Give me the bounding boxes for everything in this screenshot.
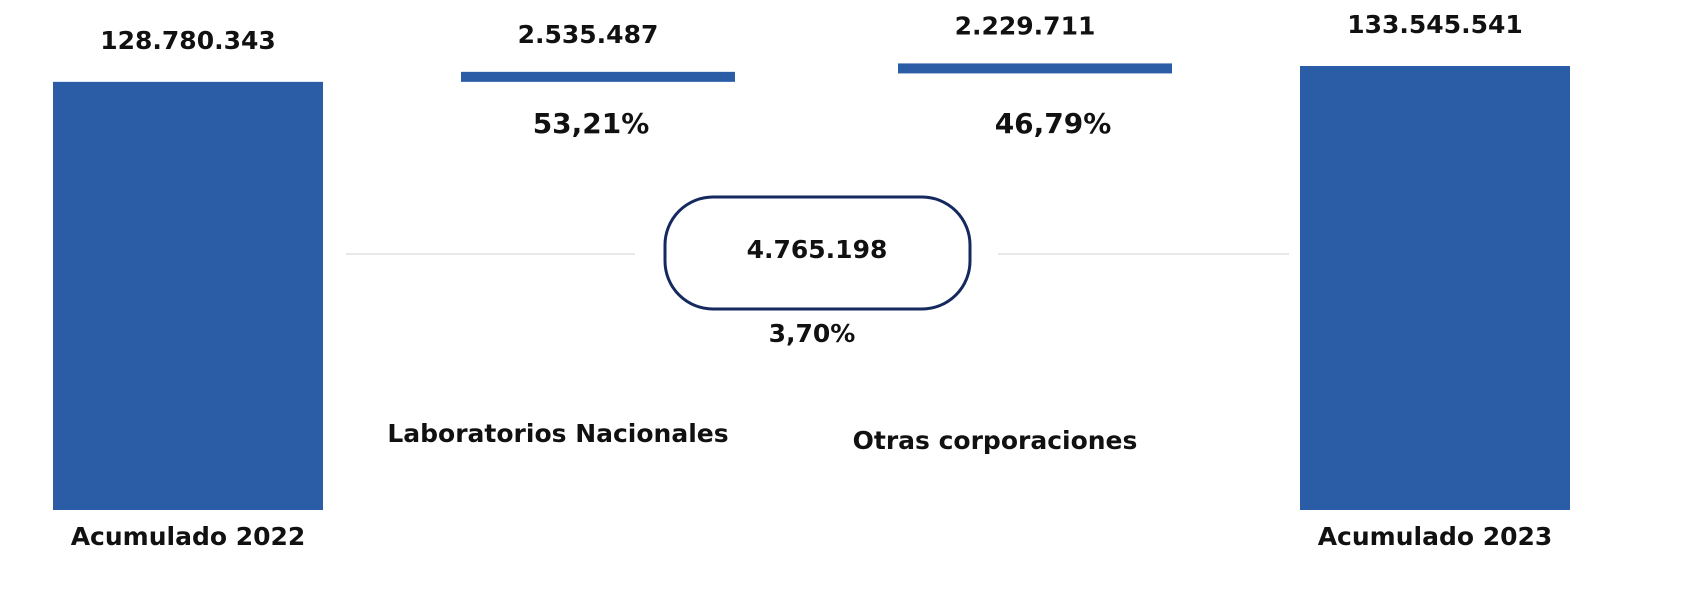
change-box	[663, 195, 972, 311]
value-label: 2.229.711	[955, 11, 1096, 40]
category-label: Acumulado 2022	[71, 522, 306, 551]
value-label: 128.780.343	[100, 26, 276, 55]
delta-bar	[898, 63, 1172, 74]
change-value: 4.765.198	[747, 235, 888, 264]
category-label: Otras corporaciones	[853, 426, 1138, 455]
value-label: 133.545.541	[1347, 10, 1523, 39]
category-label: Acumulado 2023	[1318, 522, 1553, 551]
change-pct: 3,70%	[769, 319, 856, 348]
total-bar	[53, 81, 323, 510]
share-label: 46,79%	[995, 107, 1112, 140]
share-label: 53,21%	[533, 107, 650, 140]
total-bar	[1300, 66, 1570, 510]
value-label: 2.535.487	[518, 20, 659, 49]
delta-bar	[461, 71, 735, 82]
category-label: Laboratorios Nacionales	[387, 419, 728, 448]
